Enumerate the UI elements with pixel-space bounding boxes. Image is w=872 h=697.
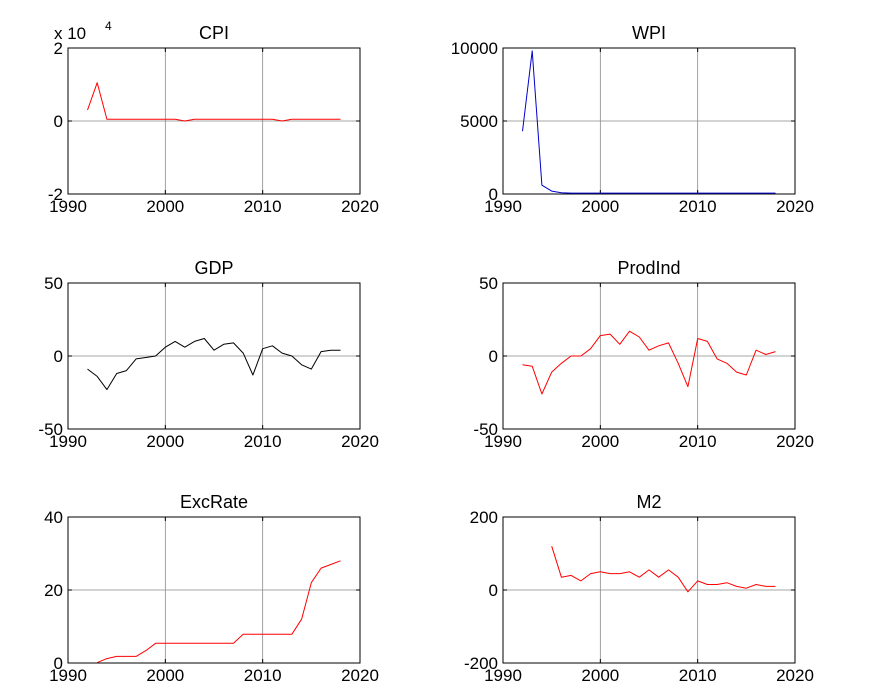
series-line — [522, 330, 776, 395]
y-tick-label: 0 — [489, 185, 498, 204]
x-tick-label: 2000 — [146, 432, 184, 451]
y-tick-label: 10000 — [451, 39, 498, 58]
series-line — [97, 560, 341, 664]
x-tick-label: 2000 — [146, 197, 184, 216]
x-tick-label: 2010 — [244, 197, 282, 216]
subplot-excrate: 1990 2000 2010 2020 0 20 40 ExcRate — [44, 492, 379, 685]
x-tick-label: 1990 — [484, 666, 522, 685]
y-exponent-power: 4 — [105, 19, 112, 33]
series-line — [87, 338, 341, 391]
x-tick-label: 2000 — [581, 197, 619, 216]
y-tick-label: -2 — [48, 185, 63, 204]
x-tick-label: 1990 — [49, 197, 87, 216]
series-line — [87, 82, 341, 122]
x-tick-label: 1990 — [484, 197, 522, 216]
y-tick-label: -200 — [464, 654, 498, 673]
subplot-m2: 1990 2000 2010 2020 -200 0 200 M2 — [464, 492, 814, 685]
series-line — [551, 546, 776, 593]
y-tick-label: 0 — [489, 347, 498, 366]
subplot-title: ExcRate — [180, 492, 248, 512]
series-line — [522, 50, 776, 194]
subplot-prodind: 1990 2000 2010 2020 -50 0 50 ProdInd — [473, 258, 813, 451]
x-tick-label: 2010 — [244, 432, 282, 451]
y-tick-label: 0 — [54, 654, 63, 673]
x-tick-label: 2010 — [244, 666, 282, 685]
x-tick-label: 2010 — [679, 197, 717, 216]
y-tick-label: -50 — [38, 420, 63, 439]
y-tick-label: 0 — [489, 581, 498, 600]
subplot-wpi: 1990 2000 2010 2020 0 5000 10000 WPI — [451, 23, 814, 216]
subplot-title: ProdInd — [617, 258, 680, 278]
y-tick-label: 2 — [54, 39, 63, 58]
x-tick-label: 2000 — [581, 666, 619, 685]
y-tick-label: 5000 — [460, 112, 498, 131]
subplot-title: GDP — [194, 258, 233, 278]
x-tick-label: 2020 — [341, 666, 379, 685]
subplot-cpi: 1990 2000 2010 2020 -2 0 2 CPI x 10 4 — [48, 19, 379, 216]
y-tick-label: 20 — [44, 581, 63, 600]
y-tick-label: -50 — [473, 420, 498, 439]
x-tick-label: 2000 — [581, 432, 619, 451]
subplot-title: WPI — [632, 23, 666, 43]
x-tick-label: 1990 — [49, 666, 87, 685]
x-tick-label: 1990 — [49, 432, 87, 451]
x-tick-label: 2020 — [776, 197, 814, 216]
x-tick-label: 2010 — [679, 666, 717, 685]
subplot-title: M2 — [636, 492, 661, 512]
y-tick-label: 200 — [470, 508, 498, 527]
y-tick-label: 0 — [54, 347, 63, 366]
x-tick-label: 2020 — [776, 666, 814, 685]
subplot-gdp: 1990 2000 2010 2020 -50 0 50 GDP — [38, 258, 378, 451]
x-tick-label: 2000 — [146, 666, 184, 685]
subplot-title: CPI — [199, 23, 229, 43]
y-tick-label: 50 — [44, 274, 63, 293]
y-exponent-label: x 10 — [54, 24, 86, 43]
x-tick-label: 2020 — [341, 432, 379, 451]
y-tick-label: 50 — [479, 274, 498, 293]
y-tick-label: 0 — [54, 112, 63, 131]
x-tick-label: 2020 — [776, 432, 814, 451]
y-tick-label: 40 — [44, 508, 63, 527]
x-tick-label: 1990 — [484, 432, 522, 451]
x-tick-label: 2020 — [341, 197, 379, 216]
x-tick-label: 2010 — [679, 432, 717, 451]
